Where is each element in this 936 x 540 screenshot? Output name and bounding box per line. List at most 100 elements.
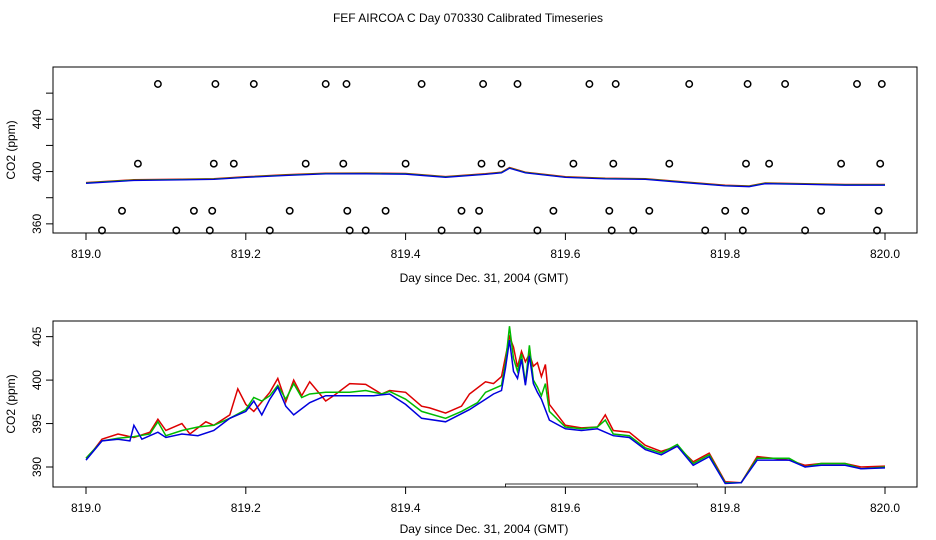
top-marker [874,206,883,215]
top-marker [211,80,220,88]
top-marker [741,206,750,215]
top-marker [765,159,774,168]
bottom-x-tick-label: 819.2 [231,501,261,515]
top-marker [738,226,747,235]
top-marker [585,80,594,88]
top-marker [437,226,446,235]
top-y-tick-label: 360 [30,214,44,234]
bottom-shaded-interval [505,483,698,488]
top-marker [569,159,578,168]
bottom-y-tick-label: 405 [30,326,44,346]
top-markers [98,80,886,235]
bottom-x-tick-label: 819.6 [550,501,580,515]
top-x-tick-label: 819.2 [231,247,261,261]
top-marker [477,159,486,168]
bottom-y-tick-label: 400 [30,370,44,390]
top-x-tick-label: 819.4 [391,247,421,261]
chart-title: FEF AIRCOA C Day 070330 Calibrated Times… [333,11,603,25]
bottom-x-tick-label: 820.0 [870,501,900,515]
top-marker [189,206,198,215]
top-marker [209,159,218,168]
top-marker [153,80,162,88]
top-marker [133,159,142,168]
top-marker [607,226,616,235]
top-marker [473,226,482,235]
bottom-x-axis: 819.0 819.2 819.4 819.6 819.8 820.0 [71,486,900,515]
top-x-axis: 819.0 819.2 819.4 819.6 819.8 820.0 [71,232,900,261]
bottom-y-axis-label: CO2 (ppm) [4,374,18,433]
bottom-series-lines [85,326,886,485]
top-marker [742,159,750,168]
top-y-axis-label: CO2 (ppm) [4,120,18,179]
top-marker [605,206,614,215]
top-marker [208,206,217,215]
top-marker [98,226,106,235]
top-y-axis: 360 400 440 [30,92,54,234]
bottom-plot-frame [52,320,918,488]
top-marker [853,80,861,88]
top-marker [685,80,694,88]
top-y-tick-label: 440 [30,109,44,129]
top-marker [345,226,354,235]
top-marker [343,206,352,215]
bottom-interval-bar [505,483,698,488]
top-marker [361,226,370,235]
top-marker [457,206,466,215]
top-series-blue [85,167,885,188]
top-panel: 819.0 819.2 819.4 819.6 819.8 820.0 360 400 440… [4,66,918,285]
top-marker [801,226,810,235]
top-marker [381,206,390,215]
top-marker [249,80,258,88]
top-x-axis-label: Day since Dec. 31, 2004 (GMT) [400,271,569,285]
top-marker [497,159,506,168]
top-marker [172,226,181,235]
top-marker [665,159,674,168]
bottom-x-tick-label: 819.8 [710,501,740,515]
top-marker [611,80,620,88]
bottom-series-blue [85,339,886,485]
top-marker [342,80,351,88]
bottom-x-axis-label: Day since Dec. 31, 2004 (GMT) [400,522,569,536]
top-marker [301,159,310,168]
top-marker [205,226,214,235]
top-marker [401,159,410,168]
top-marker [533,226,542,235]
top-marker [265,226,274,235]
top-marker [513,80,522,88]
top-marker [721,206,730,215]
bottom-y-tick-label: 395 [30,413,44,433]
top-x-tick-label: 819.0 [71,247,101,261]
top-marker [285,206,294,215]
top-x-tick-label: 819.8 [710,247,740,261]
bottom-y-tick-label: 390 [30,457,44,477]
top-marker [743,80,752,88]
top-marker [873,226,881,235]
top-marker [837,159,846,168]
bottom-x-tick-label: 819.0 [71,501,101,515]
top-plot-frame [52,66,918,234]
bottom-panel: 819.0 819.2 819.4 819.6 819.8 820.0 390 395 400… [4,320,918,536]
bottom-y-axis: 390 395 400 405 [30,326,54,477]
bottom-series-green [85,326,886,484]
top-marker [817,206,826,215]
top-marker [417,80,426,88]
top-marker [321,80,330,88]
top-marker [701,226,710,235]
top-series-lines [85,166,885,188]
top-marker [609,159,618,168]
bottom-x-tick-label: 819.4 [391,501,421,515]
top-marker [645,206,654,215]
top-x-tick-label: 820.0 [870,247,900,261]
top-marker [781,80,790,88]
top-marker [339,159,348,168]
top-marker [479,80,488,88]
top-marker [877,80,886,88]
top-marker [876,159,885,168]
top-x-tick-label: 819.6 [550,247,580,261]
top-marker [549,206,558,215]
top-marker [629,226,638,235]
top-marker [118,206,126,215]
top-y-tick-label: 400 [30,161,44,181]
top-marker [229,159,238,168]
